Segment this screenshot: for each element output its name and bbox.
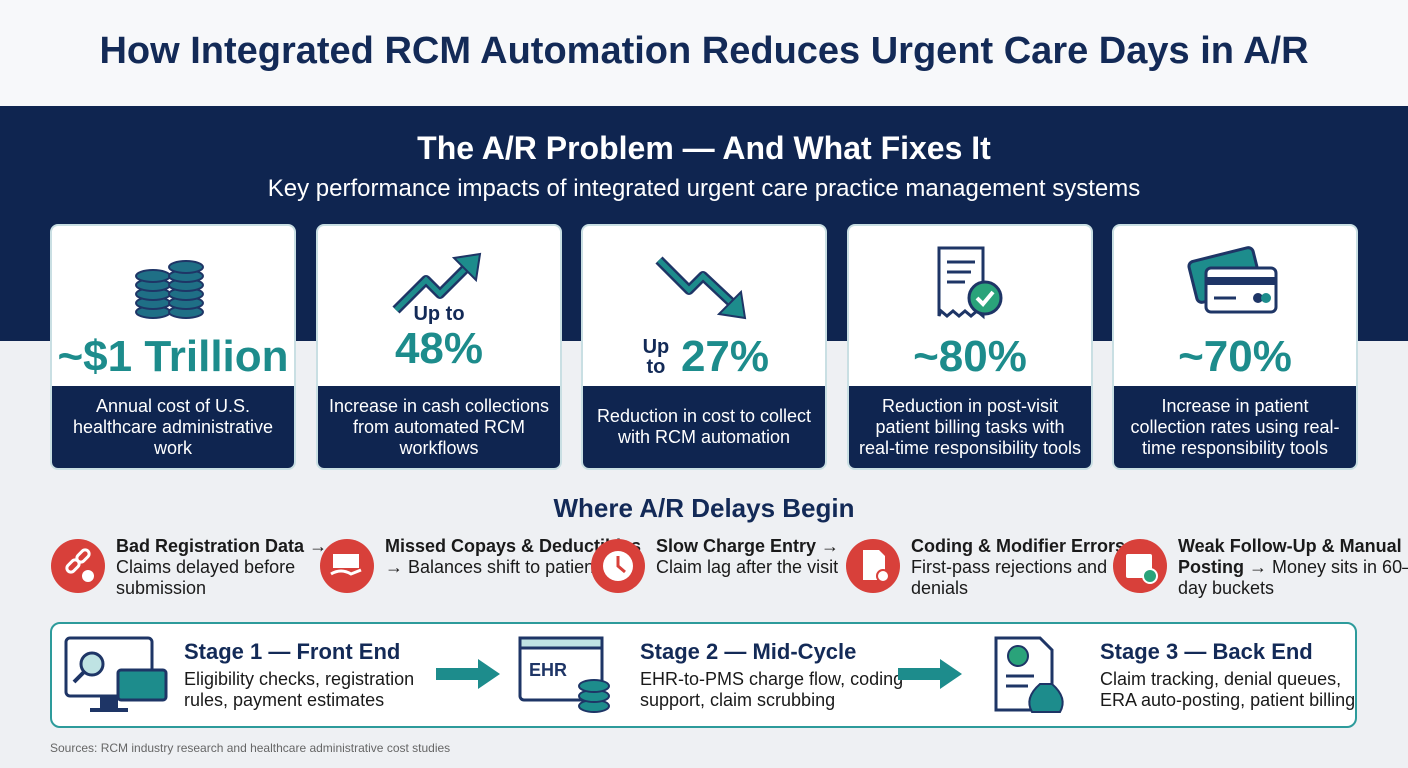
delay-item: Coding & Modifier Errors → First-pass re… bbox=[845, 536, 1161, 606]
stage-arrow bbox=[436, 659, 500, 689]
stat: Up to 27% bbox=[583, 332, 825, 382]
sources: Sources: RCM industry research and healt… bbox=[50, 741, 451, 755]
stage-text: Claim tracking, denial queues, ERA auto-… bbox=[1100, 669, 1356, 710]
delay-text: Weak Follow-Up & Manual Posting → Money … bbox=[1178, 536, 1408, 599]
section-title: The A/R Problem — And What Fixes It bbox=[417, 130, 991, 166]
delay-title: Weak Follow-Up & Manual Posting bbox=[1178, 536, 1402, 577]
delay-icon bbox=[51, 539, 105, 593]
stage: EHR Stage 2 — Mid-Cycle EHR-to-PMS charg… bbox=[518, 636, 923, 716]
delay-icon bbox=[591, 539, 645, 593]
stat: ~80% bbox=[849, 332, 1091, 382]
page-title: How Integrated RCM Automation Reduces Ur… bbox=[99, 30, 1309, 72]
delay-icon bbox=[846, 539, 900, 593]
stage-icon: EHR bbox=[518, 636, 610, 713]
delay-title: Missed Copays & Deductibles bbox=[385, 536, 642, 556]
delay-item: Weak Follow-Up & Manual Posting → Money … bbox=[1112, 536, 1408, 606]
stat-prefix: Up to bbox=[413, 303, 465, 325]
stat-prefix: Up to bbox=[642, 336, 670, 378]
stat-value: ~$1 Trillion bbox=[57, 332, 289, 381]
card-description: Reduction in cost to collect with RCM au… bbox=[583, 386, 825, 468]
delay-desc: → Claim lag after the visit bbox=[656, 536, 840, 577]
card-icon bbox=[655, 256, 747, 320]
stat-value: 48% bbox=[394, 324, 484, 373]
delay-text: Missed Copays & Deductibles → Balances s… bbox=[385, 536, 653, 578]
card-description: Annual cost of U.S. healthcare administr… bbox=[52, 386, 294, 468]
card-icon bbox=[1187, 246, 1278, 314]
card-description: Increase in cash collections from automa… bbox=[318, 386, 560, 468]
section-subtitle: Key performance impacts of integrated ur… bbox=[267, 175, 1141, 202]
delay-title: Coding & Modifier Errors bbox=[911, 536, 1126, 556]
stat: ~70% bbox=[1114, 332, 1356, 382]
stat-card: ~$1 Trillion Annual cost of U.S. healthc… bbox=[50, 224, 296, 470]
delay-item: Missed Copays & Deductibles → Balances s… bbox=[319, 536, 653, 606]
delay-desc: → Claims delayed before submission bbox=[116, 536, 328, 598]
delay-item: Bad Registration Data → Claims delayed b… bbox=[50, 536, 366, 606]
stage-title: Stage 1 — Front End bbox=[184, 639, 401, 664]
stage-arrow bbox=[898, 659, 962, 689]
delay-icon bbox=[320, 539, 374, 593]
stat-card: ~70% Increase in patient collection rate… bbox=[1112, 224, 1358, 470]
delay-text: Slow Charge Entry → Claim lag after the … bbox=[656, 536, 856, 578]
delay-item: Slow Charge Entry → Claim lag after the … bbox=[590, 536, 856, 606]
card-description: Increase in patient collection rates usi… bbox=[1114, 386, 1356, 468]
stage-box bbox=[50, 622, 1357, 728]
delay-text: Bad Registration Data → Claims delayed b… bbox=[116, 536, 366, 599]
stage-icon bbox=[64, 636, 168, 712]
stat-card: Up to 27% Reduction in cost to collect wi… bbox=[581, 224, 827, 470]
title-band bbox=[0, 0, 1408, 106]
delay-text: Coding & Modifier Errors → First-pass re… bbox=[911, 536, 1161, 599]
stage-title: Stage 2 — Mid-Cycle bbox=[640, 639, 857, 664]
stat-value: ~70% bbox=[1178, 332, 1292, 381]
stage: Stage 3 — Back End Claim tracking, denia… bbox=[978, 636, 1383, 716]
delay-title: Bad Registration Data bbox=[116, 536, 305, 556]
card-icon bbox=[135, 260, 204, 319]
card-icon bbox=[392, 252, 482, 314]
stage-text: EHR-to-PMS charge flow, coding support, … bbox=[640, 669, 904, 710]
stat-value: ~80% bbox=[913, 332, 1027, 381]
stage-title: Stage 3 — Back End bbox=[1100, 639, 1313, 664]
delays-title: Where A/R Delays Begin bbox=[553, 493, 855, 523]
stat-card: ~80% Reduction in post-visit patient bil… bbox=[847, 224, 1093, 470]
delay-icon bbox=[1113, 539, 1167, 593]
stat: ~$1 Trillion bbox=[52, 332, 294, 382]
stage-icon bbox=[994, 636, 1064, 713]
stat-card: Up to 48% Increase in cash collections fr… bbox=[316, 224, 562, 470]
stage: Stage 1 — Front End Eligibility checks, … bbox=[62, 636, 447, 716]
delay-title: Slow Charge Entry bbox=[656, 536, 817, 556]
delay-desc: → Balances shift to patient A/R bbox=[385, 557, 634, 577]
delay-desc: → Money sits in 60–90+ day buckets bbox=[1178, 557, 1408, 598]
stat-value: 27% bbox=[680, 332, 770, 381]
ehr-label: EHR bbox=[529, 660, 567, 680]
card-description: Reduction in post-visit patient billing … bbox=[849, 386, 1091, 468]
stage-text: Eligibility checks, registration rules, … bbox=[184, 669, 415, 710]
stat: Up to 48% bbox=[318, 304, 560, 374]
card-icon bbox=[937, 246, 1003, 320]
